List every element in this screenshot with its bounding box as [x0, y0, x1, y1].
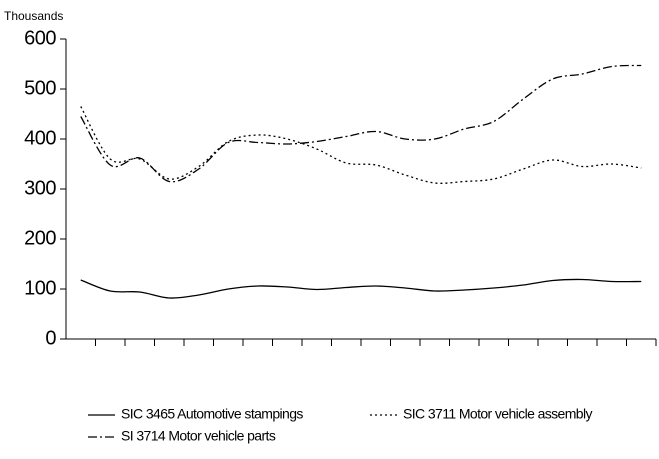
y-tick-label: 300 — [24, 177, 56, 199]
legend-label: SI 3714 Motor vehicle parts — [121, 428, 276, 444]
y-unit-label: Thousands — [4, 9, 63, 23]
y-tick-label: 600 — [24, 27, 56, 49]
legend-label: SIC 3465 Automotive stampings — [121, 406, 303, 422]
y-tick-label: 500 — [24, 77, 56, 99]
y-tick-label: 200 — [24, 227, 56, 249]
line — [80, 278, 642, 299]
legend-label: SIC 3711 Motor vehicle assembly — [403, 406, 592, 422]
y-tick-label: 100 — [24, 277, 56, 299]
y-tick-label: 400 — [24, 127, 56, 149]
line — [80, 64, 642, 183]
y-tick-label: 0 — [45, 327, 56, 349]
line — [80, 106, 642, 184]
